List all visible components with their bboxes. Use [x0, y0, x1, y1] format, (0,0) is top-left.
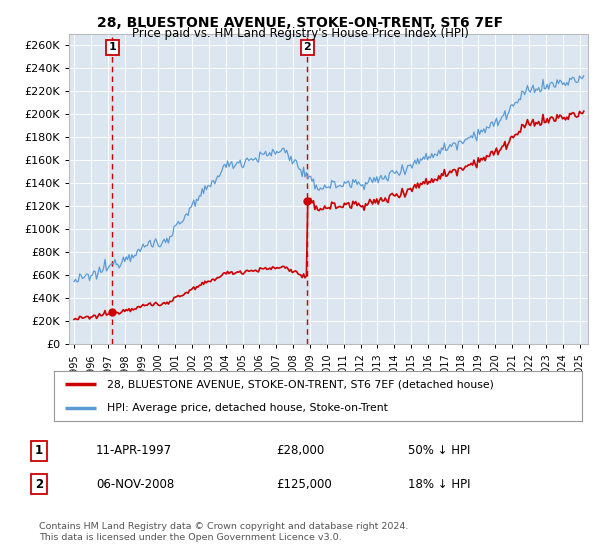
Text: Contains HM Land Registry data © Crown copyright and database right 2024.: Contains HM Land Registry data © Crown c… [39, 522, 409, 531]
Text: 28, BLUESTONE AVENUE, STOKE-ON-TRENT, ST6 7EF: 28, BLUESTONE AVENUE, STOKE-ON-TRENT, ST… [97, 16, 503, 30]
Text: 18% ↓ HPI: 18% ↓ HPI [408, 478, 470, 491]
Text: 2: 2 [35, 478, 43, 491]
Text: This data is licensed under the Open Government Licence v3.0.: This data is licensed under the Open Gov… [39, 533, 341, 542]
Text: 28, BLUESTONE AVENUE, STOKE-ON-TRENT, ST6 7EF (detached house): 28, BLUESTONE AVENUE, STOKE-ON-TRENT, ST… [107, 379, 494, 389]
Text: 1: 1 [35, 444, 43, 458]
Bar [69, 34, 307, 344]
Text: HPI: Average price, detached house, Stoke-on-Trent: HPI: Average price, detached house, Stok… [107, 403, 388, 413]
Text: Price paid vs. HM Land Registry's House Price Index (HPI): Price paid vs. HM Land Registry's House … [131, 27, 469, 40]
Text: 1: 1 [109, 43, 116, 53]
Text: 50% ↓ HPI: 50% ↓ HPI [408, 444, 470, 458]
Text: 2: 2 [304, 43, 311, 53]
Text: £125,000: £125,000 [276, 478, 332, 491]
Text: 06-NOV-2008: 06-NOV-2008 [96, 478, 174, 491]
Text: 11-APR-1997: 11-APR-1997 [96, 444, 172, 458]
Text: £28,000: £28,000 [276, 444, 324, 458]
